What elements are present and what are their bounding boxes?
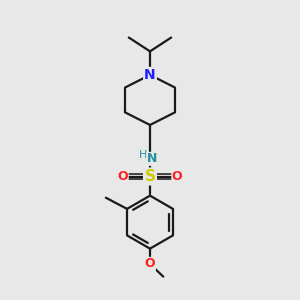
Text: O: O [118, 170, 128, 183]
Text: S: S [145, 169, 155, 184]
Text: O: O [172, 170, 182, 183]
Text: H: H [139, 150, 148, 160]
Text: N: N [144, 68, 156, 82]
Text: O: O [145, 257, 155, 271]
Text: N: N [147, 152, 157, 165]
